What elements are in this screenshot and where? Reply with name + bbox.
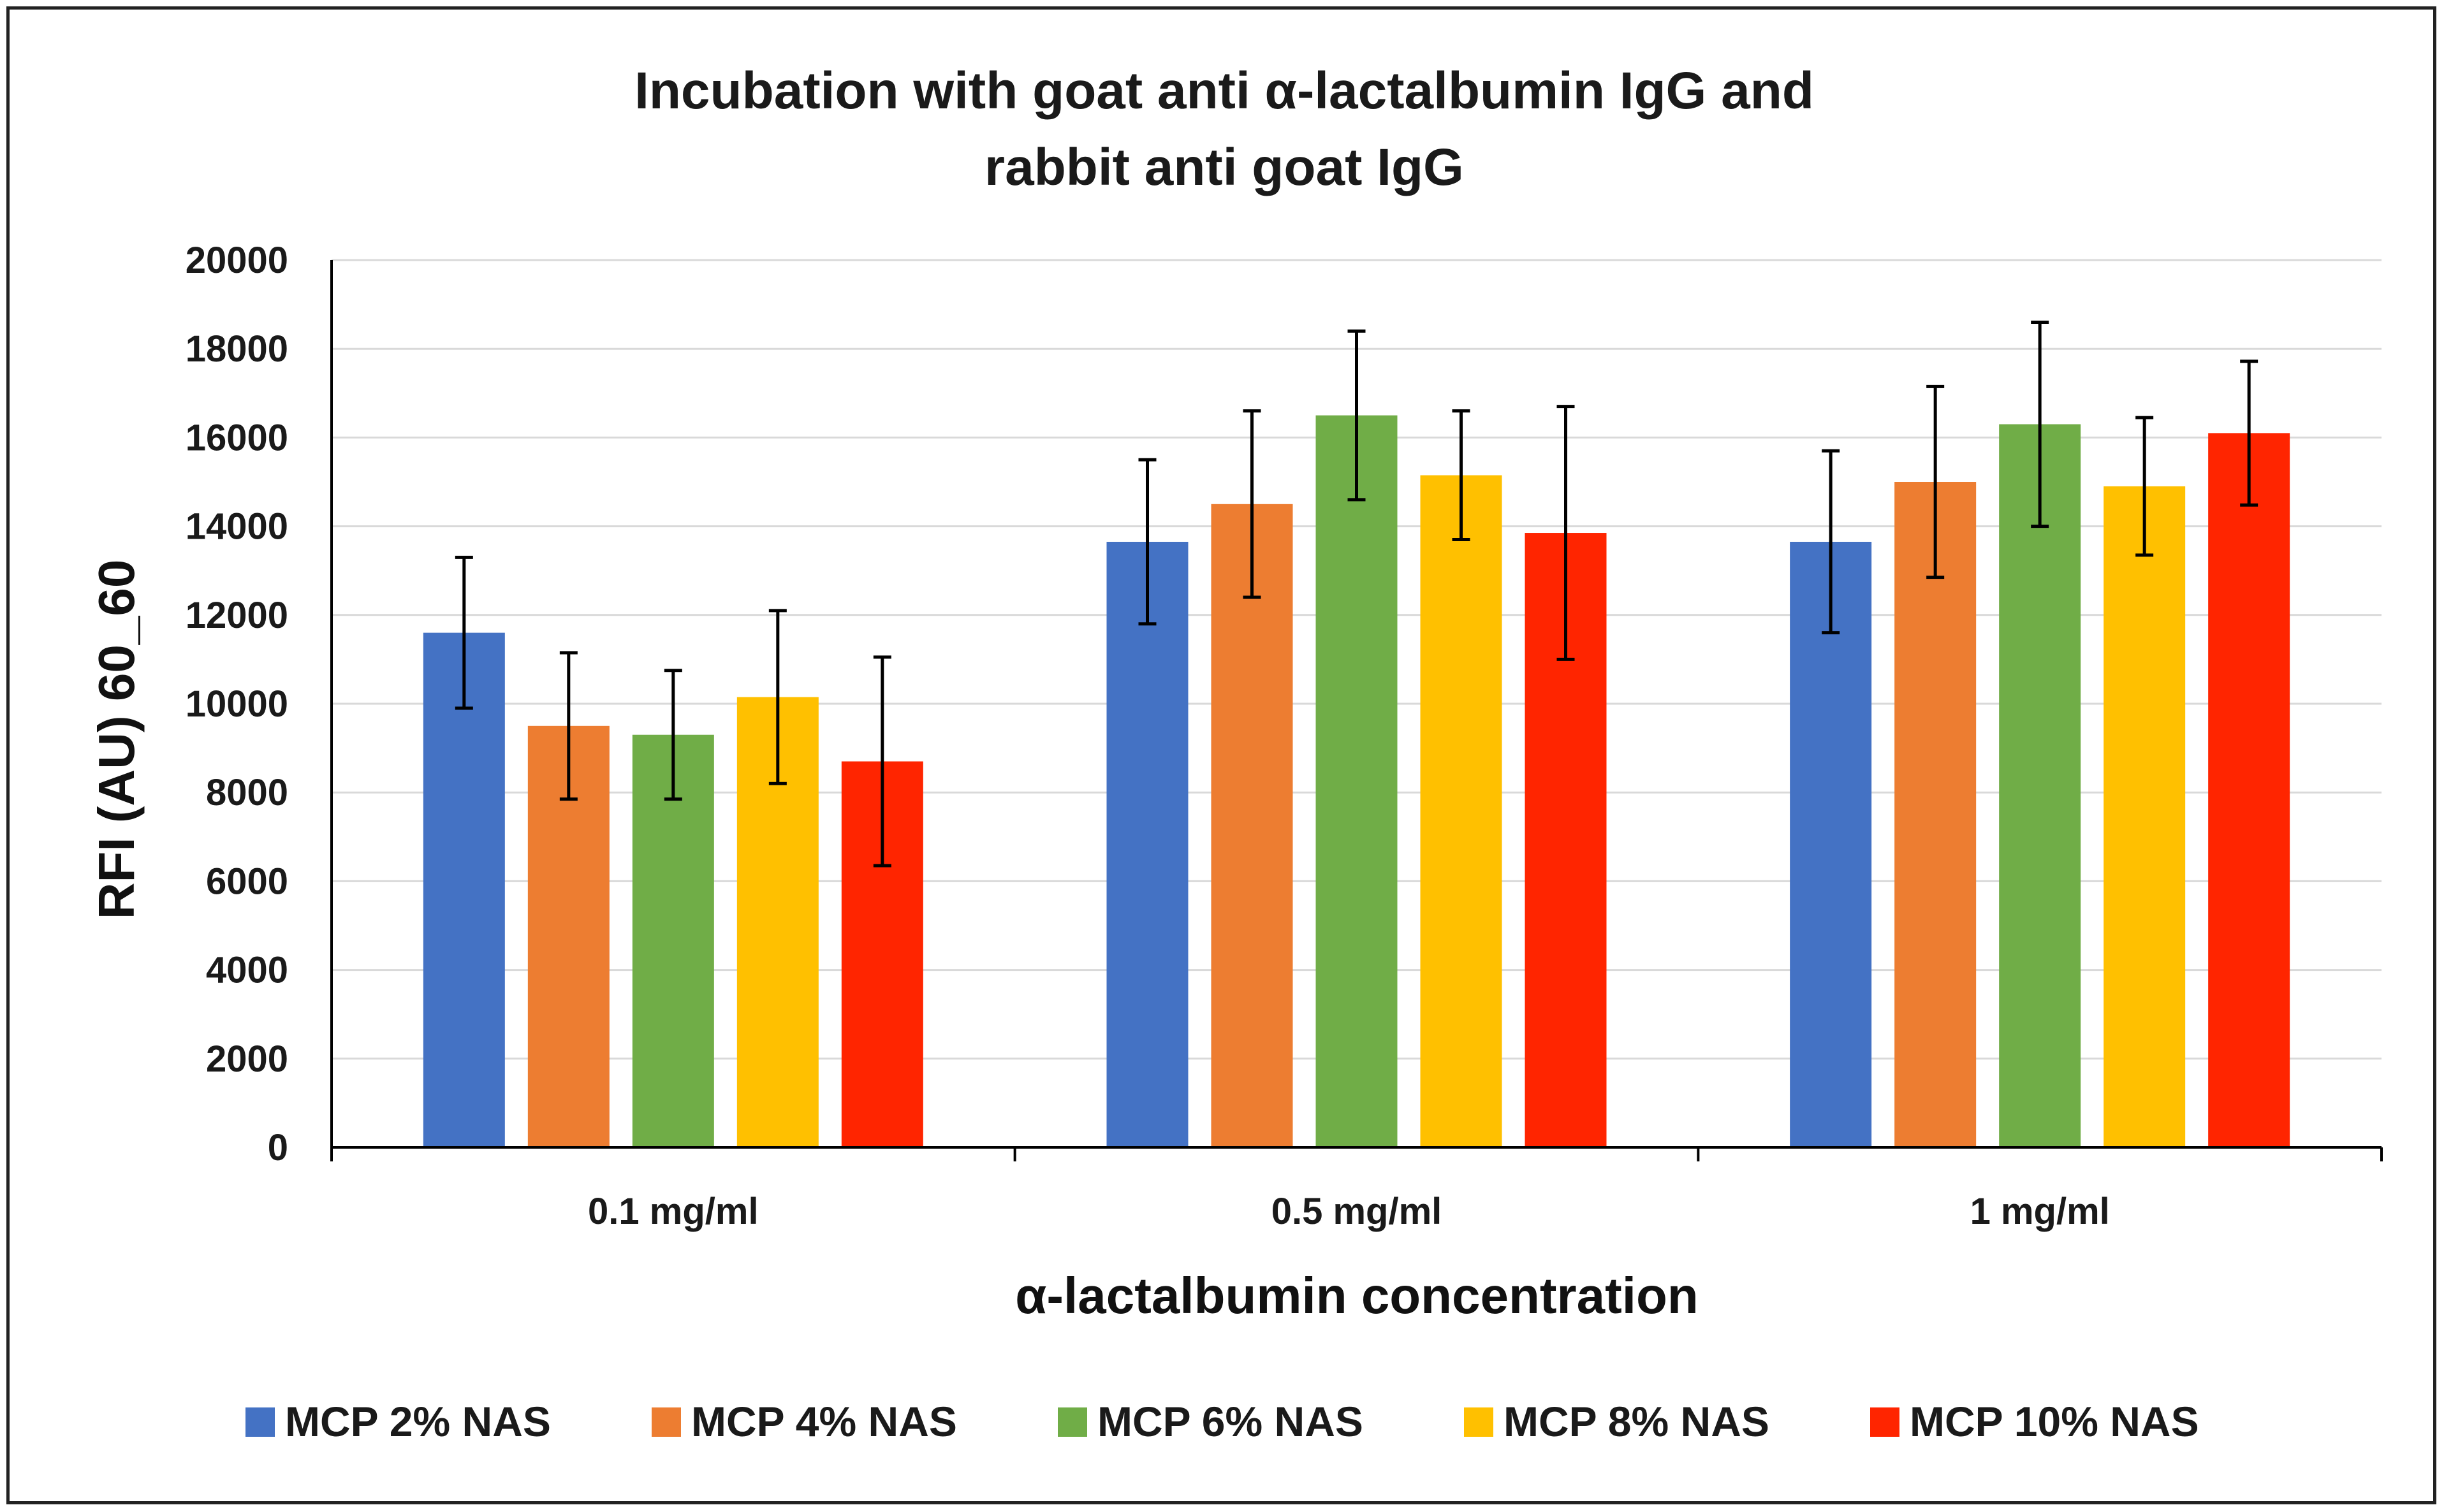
x-axis-ticks: 0.1 mg/ml 0.5 mg/ml 1 mg/ml [588,1191,2110,1232]
y-tick-label: 8000 [206,772,288,813]
error-bar [1926,384,1945,579]
legend-item: MCP 4% NAS [652,1398,957,1445]
error-bar [2135,416,2154,557]
error-bar [1138,458,1157,626]
bar [1790,541,1872,1147]
y-tick-label: 20000 [186,240,288,281]
bar [1420,475,1502,1147]
bar [1106,541,1189,1147]
legend-swatch [1058,1407,1087,1437]
y-tick-label: 6000 [206,861,288,902]
chart-title-line-1: Incubation with goat anti α-lactalbumin … [634,62,1814,120]
bars [423,415,2290,1148]
x-tick-label: 1 mg/ml [1970,1191,2110,1232]
bar [1999,424,2081,1147]
error-bar [1452,409,1470,541]
legend-item: MCP 10% NAS [1870,1398,2199,1445]
error-bar [1347,329,1366,502]
error-bar [873,655,891,868]
error-bar [2240,360,2258,507]
bar [2208,433,2290,1148]
x-axis-label: α-lactalbumin concentration [1015,1267,1699,1324]
bar [423,632,505,1147]
bar [632,734,714,1147]
y-tick-label: 4000 [206,950,288,991]
y-axis-ticks: 0 2000 4000 6000 8000 10000 12000 14000 16000 180… [186,240,288,1168]
chart-title: Incubation with goat anti α-lactalbumin … [634,62,1814,196]
chart-title-line-2: rabbit anti goat IgG [984,138,1464,196]
error-bar [455,555,473,710]
legend-swatch [652,1407,681,1437]
legend-label: MCP 10% NAS [1910,1398,2199,1445]
legend-label: MCP 8% NAS [1504,1398,1769,1445]
x-tick-label: 0.5 mg/ml [1271,1191,1442,1232]
legend-label: MCP 4% NAS [691,1398,957,1445]
legend-label: MCP 2% NAS [285,1398,551,1445]
legend-swatch [1870,1407,1899,1437]
error-bar [1556,405,1575,661]
y-tick-label: 0 [268,1127,288,1168]
error-bar [1822,449,1840,635]
y-tick-label: 18000 [186,328,288,370]
x-tick-label: 0.1 mg/ml [588,1191,759,1232]
legend-item: MCP 8% NAS [1464,1398,1769,1445]
bar [1315,415,1398,1147]
error-bar [768,609,787,785]
y-axis-label: RFI (AU) 60_60 [88,560,145,920]
axes [330,260,2383,1161]
error-bar [559,651,578,801]
bar [1894,482,1977,1147]
error-bar [2031,320,2049,528]
legend-item: MCP 6% NAS [1058,1398,1363,1445]
legend-item: MCP 2% NAS [245,1398,551,1445]
bar [2104,486,2186,1148]
legend-swatch [245,1407,275,1437]
error-bar [664,669,682,801]
error-bars [455,320,2258,868]
legend: MCP 2% NAS MCP 4% NAS MCP 6% NAS MCP 8% NAS… [245,1398,2199,1445]
legend-label: MCP 6% NAS [1097,1398,1363,1445]
error-bar [1243,409,1261,599]
y-tick-label: 12000 [186,595,288,636]
bar [1211,504,1293,1147]
y-tick-label: 14000 [186,506,288,548]
legend-swatch [1464,1407,1493,1437]
y-tick-label: 2000 [206,1038,288,1080]
y-tick-label: 10000 [186,683,288,725]
y-tick-label: 16000 [186,417,288,458]
